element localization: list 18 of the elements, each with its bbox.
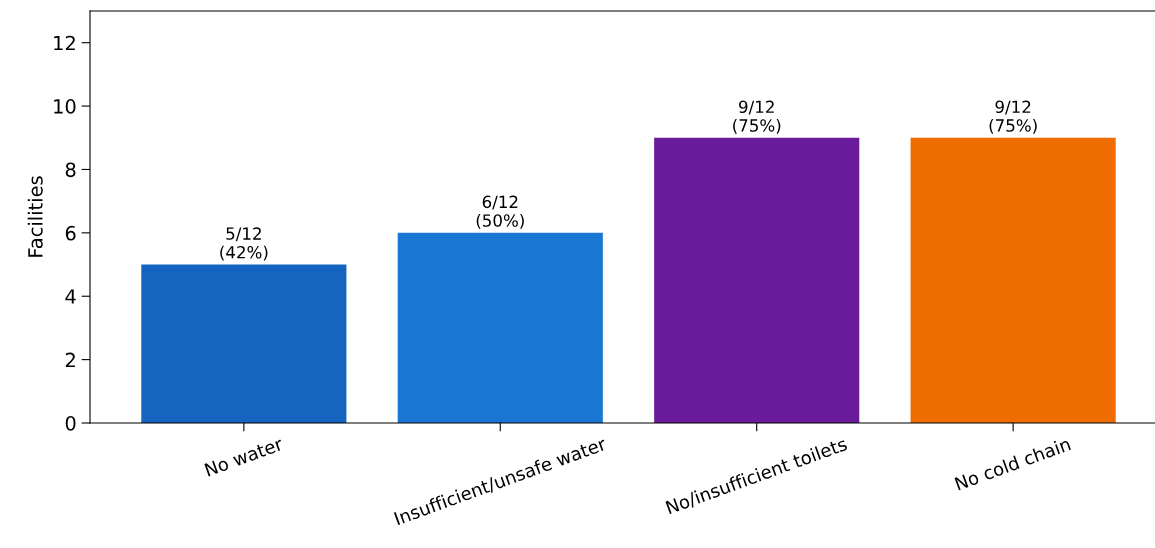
bar xyxy=(654,137,860,423)
data-label: 9/12 (75%) xyxy=(733,100,781,134)
bar xyxy=(141,264,347,423)
x-tick-label: No water xyxy=(204,436,285,477)
y-tick-label: 8 xyxy=(65,162,76,178)
bar xyxy=(910,137,1116,423)
y-tick-label: 10 xyxy=(54,99,76,114)
y-axis-title: Facilities xyxy=(27,176,43,257)
data-label: 5/12 (42%) xyxy=(220,227,268,261)
y-tick-label: 12 xyxy=(54,35,75,51)
y-tick-label: 6 xyxy=(65,225,76,241)
x-tick-label: No cold chain xyxy=(954,436,1071,491)
data-label: 9/12 (75%) xyxy=(989,100,1037,134)
bar xyxy=(397,232,603,423)
y-tick-label: 2 xyxy=(65,352,75,367)
y-tick-label: 4 xyxy=(65,289,76,304)
data-label: 6/12 (50%) xyxy=(476,195,524,229)
y-tick-label: 0 xyxy=(65,415,76,431)
